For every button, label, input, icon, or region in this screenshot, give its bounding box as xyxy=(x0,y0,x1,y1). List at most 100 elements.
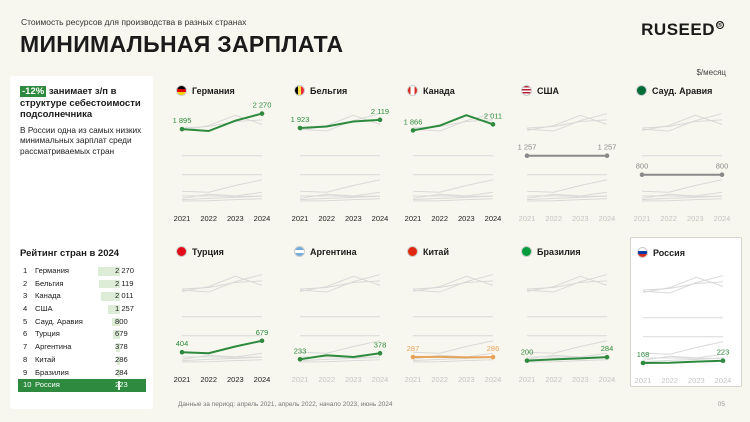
ranking-country: США xyxy=(35,304,53,314)
ranking-rank: 6 xyxy=(23,329,28,339)
ranking-bar xyxy=(117,355,120,365)
ghost-series-line xyxy=(181,275,263,292)
ghost-series-line xyxy=(526,191,608,199)
ranking-country: Бельгия xyxy=(35,278,64,288)
flag-icon xyxy=(407,85,418,96)
ghost-series-line xyxy=(526,179,608,193)
data-label-first: 404 xyxy=(176,339,189,348)
footer-note: Данные за период: апрель 2021, апрель 20… xyxy=(178,401,393,408)
ranking-row: 7 Аргентина 378 xyxy=(18,341,146,354)
series-line xyxy=(526,356,608,362)
x-tick-label: 2024 xyxy=(485,214,502,223)
x-tick-label: 2023 xyxy=(572,375,589,384)
series-line xyxy=(299,118,381,130)
flag-icon xyxy=(521,85,532,96)
x-tick-label: 2023 xyxy=(687,214,704,223)
x-tick-label: 2022 xyxy=(661,376,678,385)
series-point xyxy=(377,350,383,356)
panel-chart: 200 284 2021 2022 2023 2024 xyxy=(519,274,615,384)
series-line xyxy=(181,339,263,355)
chart-panel: Германия 1 895 2 270 2021 2022 2023 2024 xyxy=(170,76,282,226)
chart-panel: Аргентина 233 378 2021 2022 2023 2024 xyxy=(288,237,400,387)
x-tick-label: 2022 xyxy=(200,375,217,384)
ranking-country: Сауд. Аравия xyxy=(35,316,83,326)
x-tick-label: 2022 xyxy=(660,214,677,223)
page-subtitle: Стоимость ресурсов для производства в ра… xyxy=(21,17,247,27)
ghost-series-line xyxy=(642,353,724,361)
ghost-series-line xyxy=(299,275,381,292)
ghost-series-line xyxy=(526,274,608,293)
ranking-bar xyxy=(107,305,120,314)
ghost-series-line xyxy=(181,179,263,193)
chart-panel: Россия 168 223 2021 2022 2023 2024 xyxy=(630,237,742,387)
ghost-series-line xyxy=(412,340,494,354)
ghost-series-line xyxy=(642,281,724,291)
panel-chart: 1 866 2 011 2021 2022 2023 2024 xyxy=(404,111,503,223)
ghost-series-line xyxy=(181,114,263,131)
series-line xyxy=(181,112,263,133)
ghost-series-line xyxy=(526,359,608,363)
series-point xyxy=(639,172,645,178)
flag-icon xyxy=(294,246,305,257)
ghost-series-line xyxy=(412,280,494,290)
x-tick-label: 2021 xyxy=(634,214,651,223)
x-tick-label: 2021 xyxy=(635,376,652,385)
ranking-row: 9 Бразилия 284 xyxy=(18,367,146,380)
panel-country-name: Россия xyxy=(653,247,685,258)
x-tick-label: 2022 xyxy=(545,375,562,384)
x-tick-label: 2023 xyxy=(227,214,244,223)
x-tick-label: 2024 xyxy=(485,375,502,384)
chart-panel: Бразилия 200 284 2021 2022 2023 2024 xyxy=(515,237,627,387)
data-label-last: 2 119 xyxy=(371,107,389,116)
series-point xyxy=(410,128,416,133)
ranking-value: 679 xyxy=(115,329,128,339)
ranking-value: 2 270 xyxy=(115,266,135,275)
page-number: 05 xyxy=(717,401,725,408)
chart-panel: Турция 404 679 2021 2022 2023 2024 xyxy=(170,237,282,387)
ghost-series-line xyxy=(526,114,608,131)
x-tick-label: 2023 xyxy=(688,376,705,385)
series-point xyxy=(297,125,303,131)
series-point xyxy=(524,358,530,363)
ranking-row: 10 Россия 223 xyxy=(18,379,146,392)
series-point xyxy=(179,126,185,132)
chart-panel: Китай 287 286 2021 2022 2023 2024 xyxy=(401,237,513,387)
panel-country-name: Китай xyxy=(423,246,449,257)
ranking-value: 223 xyxy=(115,380,128,390)
data-label-first: 287 xyxy=(407,344,420,353)
x-tick-label: 2023 xyxy=(572,214,589,223)
ghost-series-line xyxy=(299,198,381,202)
ghost-series-line xyxy=(641,113,723,132)
ranking-country: Турция xyxy=(35,329,60,339)
panel-country-name: Турция xyxy=(192,246,224,257)
ranking-row: 6 Турция 679 xyxy=(18,328,146,341)
x-tick-label: 2023 xyxy=(458,375,475,384)
ghost-series-line xyxy=(299,356,381,362)
ghost-series-line xyxy=(181,274,263,293)
ghost-series-line xyxy=(641,114,723,131)
x-tick-label: 2024 xyxy=(372,375,389,384)
ranking-row: 4 США 1 257 xyxy=(18,303,146,316)
ghost-series-line xyxy=(181,198,263,202)
ghost-series-line xyxy=(526,340,608,354)
ghost-series-line xyxy=(412,113,494,132)
ghost-series-line xyxy=(299,359,381,363)
x-tick-label: 2021 xyxy=(292,214,309,223)
ranking-rank: 8 xyxy=(23,354,28,364)
ranking-rank: 9 xyxy=(23,367,28,377)
series-point xyxy=(719,172,725,178)
panel-header: Аргентина xyxy=(294,246,357,257)
ghost-series-line xyxy=(526,275,608,292)
ghost-series-line xyxy=(526,198,608,202)
ranking-rank: 3 xyxy=(23,291,28,301)
data-label-last: 1 257 xyxy=(598,143,617,152)
panel-header: Турция xyxy=(176,246,224,257)
panel-chart: 233 378 2021 2022 2023 2024 xyxy=(292,274,389,384)
series-point xyxy=(490,122,496,127)
panel-chart: 1 895 2 270 2021 2022 2023 2024 xyxy=(173,101,272,223)
ghost-series-line xyxy=(642,357,724,363)
ghost-series-line xyxy=(642,341,724,355)
ranking-row: 2 Бельгия 2 119 xyxy=(18,278,146,291)
x-tick-label: 2022 xyxy=(200,214,217,223)
flag-icon xyxy=(407,246,418,257)
